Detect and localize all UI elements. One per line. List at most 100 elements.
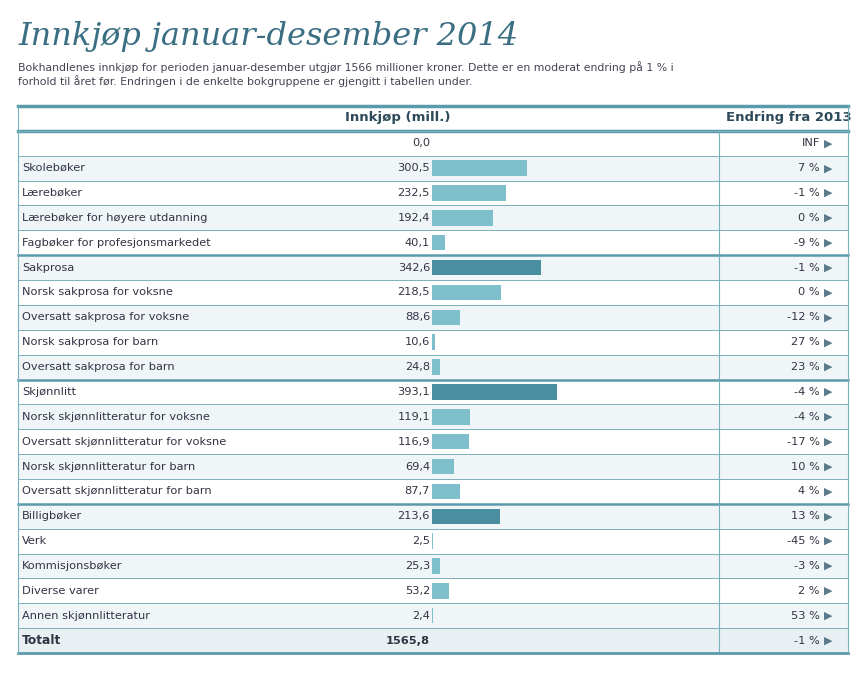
Bar [18,603,848,628]
Text: ▶: ▶ [824,312,832,322]
Text: 10,6: 10,6 [405,337,430,347]
Bar [432,509,500,524]
Bar [432,310,460,325]
Text: Innkjøp (mill.): Innkjøp (mill.) [345,111,451,124]
Text: 87,7: 87,7 [405,487,430,497]
Text: INF: INF [802,138,820,148]
Bar [432,384,557,400]
Bar [432,559,440,573]
Text: 119,1: 119,1 [397,412,430,422]
Text: 88,6: 88,6 [405,312,430,322]
Text: 213,6: 213,6 [398,511,430,522]
Text: 192,4: 192,4 [398,213,430,223]
Bar [432,409,470,425]
Text: ▶: ▶ [824,287,832,297]
Bar [18,255,848,280]
Text: ▶: ▶ [824,561,832,571]
Text: ▶: ▶ [824,362,832,372]
Bar [432,484,460,499]
Text: 27 %: 27 % [791,337,820,347]
Text: 2 %: 2 % [798,586,820,596]
Bar [432,434,469,450]
Bar [18,628,848,653]
Text: 342,6: 342,6 [398,262,430,273]
Text: Billigbøker: Billigbøker [22,511,82,522]
Bar [432,583,449,598]
Bar [18,380,848,404]
Text: Innkjøp januar-desember 2014: Innkjøp januar-desember 2014 [18,21,518,52]
Text: ▶: ▶ [824,462,832,472]
Text: Oversatt skjønnlitteratur for barn: Oversatt skjønnlitteratur for barn [22,487,212,497]
Bar [18,529,848,554]
Text: 23 %: 23 % [791,362,820,372]
Bar [432,160,528,176]
Text: -45 %: -45 % [787,536,820,546]
Text: 24,8: 24,8 [405,362,430,372]
Text: 40,1: 40,1 [405,238,430,248]
Text: Annen skjønnlitteratur: Annen skjønnlitteratur [22,610,150,621]
Bar [432,210,493,225]
Text: -12 %: -12 % [787,312,820,322]
Bar [18,454,848,479]
Text: Sakprosa: Sakprosa [22,262,74,273]
Bar [18,205,848,230]
Text: -17 %: -17 % [787,437,820,447]
Text: 0 %: 0 % [798,213,820,223]
Text: -3 %: -3 % [794,561,820,571]
Bar [18,230,848,255]
Text: -9 %: -9 % [794,238,820,248]
Text: 116,9: 116,9 [398,437,430,447]
Text: ▶: ▶ [824,437,832,447]
Bar [18,554,848,578]
Bar [18,131,848,155]
Bar [432,185,506,201]
Text: ▶: ▶ [824,487,832,497]
Text: -1 %: -1 % [794,262,820,273]
Text: ▶: ▶ [824,412,832,422]
Text: 2,4: 2,4 [412,610,430,621]
Text: ▶: ▶ [824,138,832,148]
Text: Kommisjonsbøker: Kommisjonsbøker [22,561,123,571]
Bar [18,155,848,180]
Text: ▶: ▶ [824,188,832,198]
Bar [18,578,848,603]
Text: 25,3: 25,3 [405,561,430,571]
Bar [432,285,502,300]
Text: ▶: ▶ [824,163,832,173]
Text: Fagbøker for profesjonsmarkedet: Fagbøker for profesjonsmarkedet [22,238,211,248]
Bar [432,260,541,275]
Text: 0,0: 0,0 [412,138,430,148]
Bar [18,280,848,305]
Bar [18,504,848,529]
Text: Verk: Verk [22,536,48,546]
Bar [432,459,454,474]
Text: 13 %: 13 % [791,511,820,522]
Text: -4 %: -4 % [794,387,820,397]
Text: ▶: ▶ [824,337,832,347]
Text: Oversatt skjønnlitteratur for voksne: Oversatt skjønnlitteratur for voksne [22,437,227,447]
Text: Skolebøker: Skolebøker [22,163,85,173]
Text: 393,1: 393,1 [397,387,430,397]
Bar [18,429,848,454]
Text: Skjønnlitt: Skjønnlitt [22,387,76,397]
Text: Norsk sakprosa for voksne: Norsk sakprosa for voksne [22,287,173,297]
Text: ▶: ▶ [824,213,832,223]
Text: ▶: ▶ [824,610,832,621]
Text: -4 %: -4 % [794,412,820,422]
Text: -1 %: -1 % [794,635,820,645]
Text: Bokhandlenes innkjøp for perioden januar-desember utgjør 1566 millioner kroner. : Bokhandlenes innkjøp for perioden januar… [18,61,674,87]
Text: Oversatt sakprosa for voksne: Oversatt sakprosa for voksne [22,312,189,322]
Text: 1565,8: 1565,8 [386,635,430,645]
Text: 53 %: 53 % [791,610,820,621]
Bar [432,334,435,350]
Text: 7 %: 7 % [798,163,820,173]
Text: 300,5: 300,5 [397,163,430,173]
Text: Lærebøker for høyere utdanning: Lærebøker for høyere utdanning [22,213,208,223]
Bar [18,330,848,355]
Text: ▶: ▶ [824,238,832,248]
Bar [18,479,848,504]
Text: Norsk skjønnlitteratur for barn: Norsk skjønnlitteratur for barn [22,462,195,472]
Text: Lærebøker: Lærebøker [22,188,83,198]
Text: Diverse varer: Diverse varer [22,586,99,596]
Text: Norsk sakprosa for barn: Norsk sakprosa for barn [22,337,158,347]
